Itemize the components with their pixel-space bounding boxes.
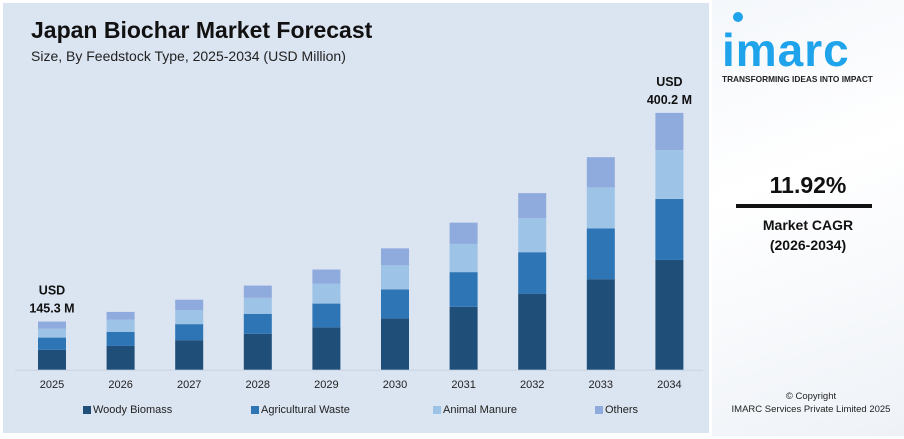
chart-subtitle: Size, By Feedstock Type, 2025-2034 (USD … (31, 48, 346, 64)
bar-segment-woody-biomass-2028 (243, 333, 272, 370)
bar-segment-animal-manure-2031 (449, 243, 478, 273)
bar-segment-animal-manure-2028 (243, 297, 272, 314)
bar-segment-agricultural-waste-2025 (38, 337, 66, 350)
bar-segment-agricultural-waste-2026 (106, 331, 135, 346)
bar-segment-woody-biomass-2029 (312, 327, 341, 370)
bar-segment-animal-manure-2030 (381, 265, 409, 290)
bar-segment-others-2028 (243, 285, 272, 298)
value-label-amount: 145.3 M (29, 302, 74, 316)
bar-segment-agricultural-waste-2027 (175, 324, 204, 341)
bar-segment-others-2030 (381, 248, 409, 266)
bar-segment-woody-biomass-2033 (586, 279, 615, 370)
copyright: © Copyright IMARC Services Private Limit… (712, 390, 898, 416)
bar-segment-woody-biomass-2034 (655, 259, 684, 370)
logo-text: imarc (722, 24, 850, 76)
bar-segment-others-2031 (449, 222, 478, 244)
logo-dot-icon (733, 12, 743, 22)
x-tick-label: 2030 (383, 379, 407, 391)
cagr-label-1: Market CAGR (762, 217, 854, 233)
legend-item: Woody Biomass (83, 404, 172, 416)
bar-segment-agricultural-waste-2032 (518, 252, 547, 294)
bar-segment-animal-manure-2033 (586, 187, 615, 229)
bar-segment-agricultural-waste-2033 (586, 228, 615, 280)
x-tick-label: 2033 (589, 379, 613, 391)
x-tick-label: 2032 (520, 379, 544, 391)
x-tick-label: 2028 (246, 379, 270, 391)
bar-segment-others-2032 (518, 193, 547, 219)
legend-swatch (433, 406, 441, 414)
cagr-label-2: (2026-2034) (769, 237, 847, 253)
legend-swatch (251, 406, 259, 414)
cagr-label: Market CAGR (2026-2034) (712, 215, 904, 255)
bar-segment-agricultural-waste-2031 (449, 272, 478, 307)
bar-segment-animal-manure-2025 (38, 328, 66, 338)
bar-segment-woody-biomass-2032 (518, 293, 547, 370)
legend-item: Agricultural Waste (251, 404, 350, 416)
bar-segment-woody-biomass-2026 (106, 345, 135, 370)
legend-item: Others (595, 404, 638, 416)
bar-segment-animal-manure-2029 (312, 283, 341, 304)
legend-item: Animal Manure (433, 404, 517, 416)
value-label-amount: 400.2 M (647, 93, 692, 107)
bar-segment-animal-manure-2032 (518, 218, 547, 253)
value-label-currency: USD (39, 284, 65, 298)
legend-swatch (595, 406, 603, 414)
x-tick-label: 2026 (108, 379, 132, 391)
bar-segment-animal-manure-2034 (655, 150, 684, 199)
legend-label: Animal Manure (443, 404, 517, 416)
bar-segment-woody-biomass-2031 (449, 306, 478, 370)
bar-segment-agricultural-waste-2028 (243, 313, 272, 334)
copyright-line-2: IMARC Services Private Limited 2025 (731, 404, 891, 415)
bar-segment-agricultural-waste-2034 (655, 198, 684, 260)
bar-segment-animal-manure-2027 (175, 309, 204, 325)
value-label-currency: USD (656, 75, 682, 89)
tagline: TRANSFORMING IDEAS INTO IMPACT (722, 74, 873, 84)
legend-label: Others (605, 404, 639, 416)
x-tick-label: 2029 (314, 379, 338, 391)
legend-label: Woody Biomass (93, 404, 173, 416)
bar-segment-others-2026 (106, 311, 135, 320)
x-tick-label: 2025 (40, 379, 64, 391)
legend-label: Agricultural Waste (261, 404, 350, 416)
copyright-line-1: © Copyright (785, 391, 837, 402)
x-tick-label: 2031 (451, 379, 475, 391)
imarc-logo: imarc TRANSFORMING IDEAS INTO IMPACT (722, 10, 892, 84)
cagr-value: 11.92% (769, 172, 847, 198)
bar-segment-agricultural-waste-2030 (381, 289, 409, 319)
side-panel: imarc TRANSFORMING IDEAS INTO IMPACT 11.… (712, 0, 904, 436)
bar-segment-others-2029 (312, 269, 341, 284)
bar-segment-others-2025 (38, 321, 66, 329)
chart-panel: Japan Biochar Market Forecast Size, By F… (0, 0, 712, 436)
bar-segment-animal-manure-2026 (106, 319, 135, 332)
bar-segment-others-2034 (655, 112, 684, 151)
bar-segment-others-2027 (175, 299, 204, 310)
bar-segment-agricultural-waste-2029 (312, 303, 341, 328)
x-tick-label: 2027 (177, 379, 201, 391)
bar-chart: 2025 2026 2027 2028 2029 2030 2031 2032 2033 2034… (15, 75, 703, 391)
legend-swatch (83, 406, 91, 414)
bar-segment-others-2033 (586, 157, 615, 188)
bar-segment-woody-biomass-2030 (381, 318, 409, 370)
bar-segment-woody-biomass-2025 (38, 349, 66, 370)
divider (736, 204, 872, 208)
x-tick-label: 2034 (657, 379, 681, 391)
bar-segment-woody-biomass-2027 (175, 340, 204, 370)
chart-title: Japan Biochar Market Forecast (31, 17, 373, 43)
